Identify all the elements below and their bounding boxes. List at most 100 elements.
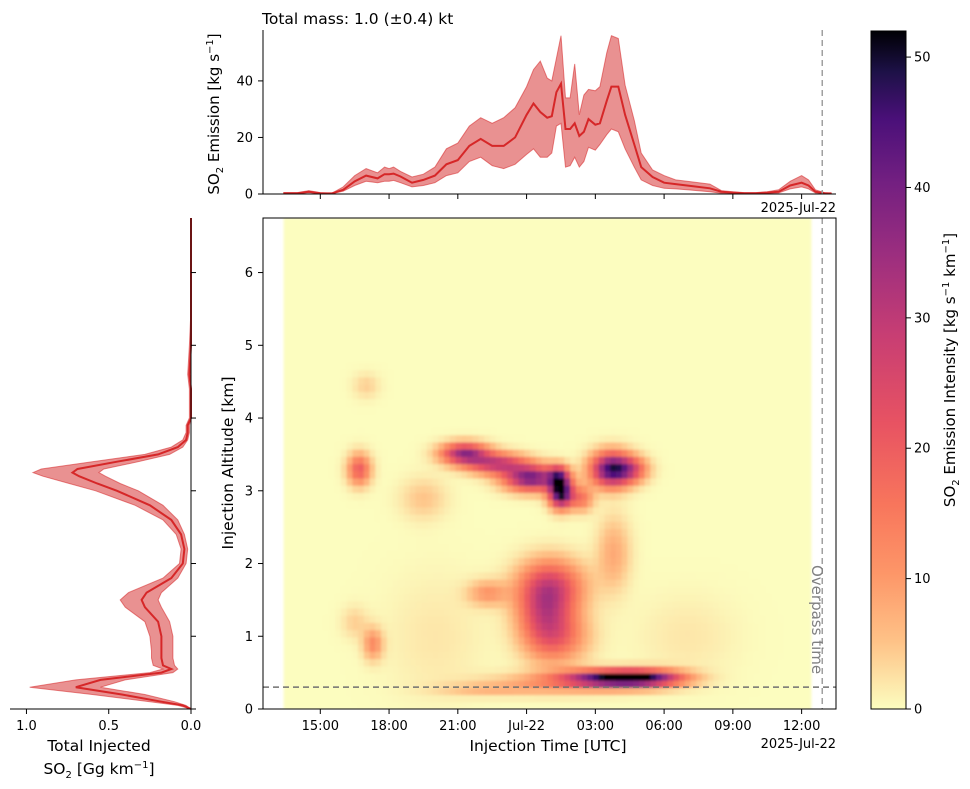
heatmap-cell [478,651,485,660]
heatmap-cell [547,542,554,551]
heatmap-cell [346,514,353,522]
heatmap-cell [386,521,394,530]
heatmap-cell [759,485,766,493]
heatmap-cell [369,528,376,537]
heatmap-cell [805,420,812,428]
heatmap-cell [719,412,726,421]
heatmap-cell [736,629,743,638]
heatmap-cell [787,456,795,465]
heatmap-cell [776,672,783,681]
heatmap-cell [318,333,325,342]
heatmap-cell [444,694,451,703]
heatmap-cell [661,687,669,696]
heatmap-cell [799,535,806,544]
heatmap-cell [369,629,376,638]
heatmap-cell [512,362,520,371]
heatmap-cell [432,680,439,688]
heatmap-cell [558,680,565,688]
heatmap-cell [724,485,732,493]
heatmap-cell [581,362,588,371]
heatmap-cell [598,615,606,623]
heatmap-cell [432,405,439,414]
heatmap-cell [318,622,325,631]
heatmap-cell [403,528,411,537]
heatmap-cell [455,319,462,327]
heatmap-cell [547,384,554,392]
heatmap-cell [673,607,680,616]
heatmap-cell [318,571,325,580]
heatmap-cell [409,340,417,349]
heatmap-cell [736,477,743,486]
heatmap-cell [426,680,434,688]
heatmap-cell [426,665,434,674]
heatmap-cell [730,449,737,457]
heatmap-cell [472,636,480,645]
heatmap-cell [742,535,749,544]
heatmap-cell [466,672,474,681]
heatmap-cell [369,658,376,667]
heatmap-cell [283,636,290,645]
heatmap-cell [312,636,319,645]
heatmap-cell [564,362,571,371]
heatmap-cell [283,427,290,436]
heatmap-cell [638,622,646,631]
heatmap-cell [558,369,565,378]
heatmap-cell [484,405,491,414]
heatmap-cell [472,514,480,522]
heatmap-cell [352,680,359,688]
heatmap-cell [386,564,394,573]
heatmap-cell [415,449,422,457]
heatmap-cell [679,434,686,443]
heatmap-cell [753,412,760,421]
heatmap-cell [306,405,313,414]
heatmap-cell [552,564,560,573]
heatmap-cell [679,701,686,709]
heatmap-cell [615,362,623,371]
heatmap-cell [346,579,353,587]
heatmap-cell [650,607,657,616]
heatmap-cell [581,449,588,457]
heatmap-cell [770,680,778,688]
heatmap-cell [684,340,692,349]
heatmap-cell [432,456,439,465]
heatmap-cell [707,672,714,681]
heatmap-cell [295,499,302,508]
heatmap-cell [719,514,726,522]
heatmap-cell [736,571,743,580]
heatmap-cell [627,550,634,558]
heatmap-cell [518,521,525,530]
heatmap-cell [524,376,531,385]
heatmap-cell [644,449,651,457]
heatmap-cell [283,477,290,486]
heatmap-cell [730,586,737,595]
heatmap-cell [713,644,720,652]
heatmap-cell [598,485,606,493]
heatmap-cell [455,687,462,696]
heatmap-cell [329,441,336,450]
heatmap-cell [484,672,491,681]
heatmap-cell [558,550,565,558]
heatmap-cell [306,456,313,465]
heatmap-cell [358,629,365,638]
heatmap-cell [369,347,376,356]
heatmap-cell [570,687,577,696]
heatmap-cell [489,434,497,443]
heatmap-cell [449,579,457,587]
heatmap-cell [805,571,812,580]
heatmap-cell [730,441,737,450]
heatmap-cell [764,564,772,573]
heatmap-cell [432,355,439,364]
heatmap-cell [283,456,290,465]
heatmap-cell [335,644,342,652]
heatmap-cell [759,550,766,558]
heatmap-cell [621,701,629,709]
heatmap-cell [495,651,502,660]
heatmap-cell [369,362,376,371]
heatmap-cell [289,347,296,356]
heatmap-cell [426,456,434,465]
heatmap-cell [644,636,651,645]
heatmap-cell [530,376,537,385]
heatmap-cell [289,665,296,674]
heatmap-cell [501,636,508,645]
heatmap-cell [358,319,365,327]
